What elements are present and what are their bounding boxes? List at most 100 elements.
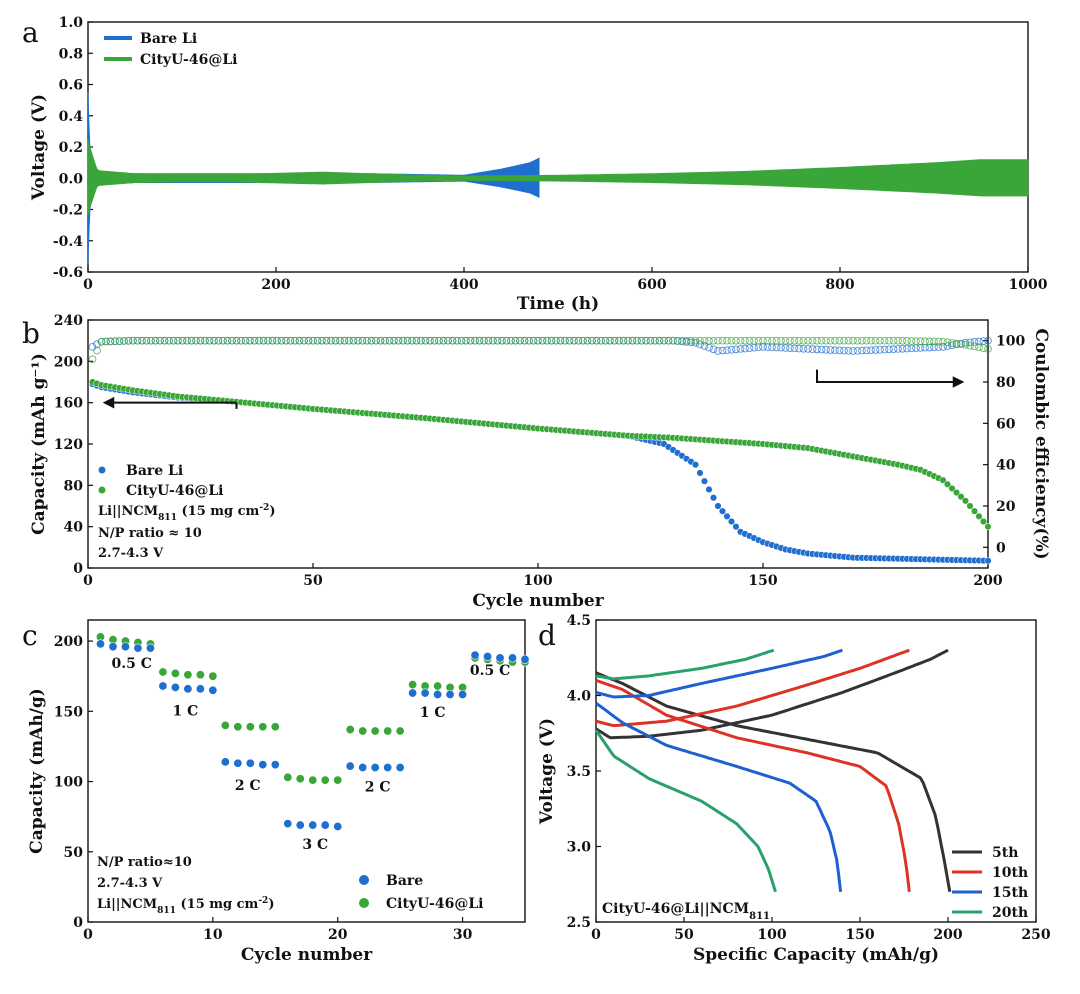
panel-b-x-tick-label: 100: [523, 573, 552, 589]
panel-label-a: a: [22, 16, 39, 49]
panel-b-point-cityu-46-ce: [975, 343, 983, 352]
panel-b-point-cityu-46-ce: [529, 336, 538, 345]
panel-b-point-cityu-46-ce: [754, 336, 763, 345]
panel-b-point-bare-li-ce: [718, 346, 727, 355]
panel-b-point-bare-li-ce: [975, 337, 983, 346]
panel-b-point-bare-li-ce: [903, 344, 911, 353]
panel-c-point-bare: [108, 642, 118, 652]
panel-b-point-cityu-46-ce: [93, 346, 101, 355]
panel-b-point-cityu-46-ce: [790, 336, 799, 345]
panel-c-rate-label: 0.5 C: [470, 663, 510, 679]
panel-b-point-cityu-46-ce: [412, 336, 421, 345]
panel-b-point-cityu-46-ce: [957, 340, 965, 349]
panel-a-legend-label: CityU-46@Li: [140, 52, 237, 68]
panel-b-point-cityu-46-ce: [669, 336, 677, 345]
panel-d-curve-15th-charge: [595, 648, 843, 699]
panel-c-point-bare: [233, 758, 243, 768]
panel-c-annotation-part: 811: [157, 906, 176, 916]
panel-b-point-cityu-46-ce: [691, 336, 700, 345]
panel-b-point-cityu-46-ce: [480, 336, 488, 345]
panel-b-point-cityu-46-ce: [655, 336, 664, 345]
panel-b-point-cityu-46-ce: [169, 336, 178, 345]
panel-b-point-cityu-46-ce: [714, 336, 722, 345]
panel-c-annotation-part: Li||NCM: [97, 897, 157, 912]
panel-b-point-cityu-46-ce: [597, 336, 605, 345]
panel-b-point-cityu-46-ce: [448, 336, 457, 345]
panel-b-point-cityu-46-ce: [606, 336, 614, 345]
panel-d-curve-20th-discharge: [594, 729, 777, 893]
panel-b-point-cityu-46-capacity: [966, 502, 974, 510]
panel-b-point-cityu-46-ce: [979, 344, 988, 352]
panel-b-point-cityu-46-ce: [313, 336, 322, 345]
panel-b-plot-frame: [87, 319, 989, 569]
panel-c-point-bare: [320, 820, 330, 830]
panel-b-point-bare-li-ce: [966, 338, 974, 347]
panel-d-y-tick-label: 3.5: [567, 764, 591, 780]
panel-b-point-cityu-46-ce: [543, 336, 551, 345]
panel-b-point-cityu-46-ce: [939, 337, 947, 346]
panel-a-y-axis-label: Voltage (V): [29, 94, 49, 201]
panel-label-d: d: [538, 619, 556, 652]
panel-b-point-cityu-46-ce: [187, 336, 196, 345]
panel-b-point-cityu-46-ce: [763, 336, 772, 345]
panel-b-point-cityu-46-ce: [318, 336, 326, 345]
panel-b-point-bare-li-ce: [862, 346, 871, 355]
panel-d-curve-5th-charge: [595, 648, 949, 740]
panel-c-y-axis-label: Capacity (mAh/g): [27, 688, 47, 854]
panel-c-point-bare: [383, 762, 393, 772]
panel-c-rate-label: 1 C: [420, 705, 446, 721]
panel-b-point-cityu-46-ce: [151, 336, 160, 345]
panel-b-point-bare-li-ce: [741, 344, 749, 353]
panel-b-point-cityu-46-ce: [345, 336, 353, 345]
panel-b-point-cityu-46-ce: [453, 336, 461, 345]
panel-b-point-bare-li-ce: [871, 346, 880, 354]
panel-b-point-bare-li-ce: [894, 345, 902, 353]
panel-b-point-cityu-46-ce: [147, 336, 155, 345]
panel-b-point-bare-li-ce: [705, 343, 713, 352]
panel-b-point-cityu-46-ce: [552, 336, 560, 345]
panel-c-point-cityu-46: [345, 725, 355, 735]
panel-c-point-bare: [333, 821, 343, 831]
panel-b-point-cityu-46-ce: [439, 336, 448, 345]
panel-b-y-axis-label: Capacity (mAh g⁻¹): [29, 353, 49, 535]
panel-c-rate-label: 3 C: [302, 837, 328, 853]
panel-a-y-tick-label: -0.6: [53, 265, 83, 281]
panel-c-y-tick-label: 100: [54, 775, 83, 791]
panel-b-point-cityu-46-ce: [871, 336, 880, 345]
panel-b-point-bare-li-ce: [930, 343, 938, 352]
panel-b-point-cityu-46-ce: [232, 336, 241, 345]
panel-b-point-cityu-46-ce: [210, 336, 218, 345]
panel-d-curve-10th-discharge: [595, 678, 911, 892]
panel-b-point-bare-li-ce: [691, 338, 700, 347]
panel-c-point-bare: [270, 760, 280, 770]
panel-b-annotation-part: 811: [158, 513, 177, 523]
panel-b-point-cityu-46-ce: [444, 336, 452, 345]
panel-b-point-cityu-46-ce: [772, 336, 781, 345]
panel-c-point-cityu-46: [358, 726, 368, 736]
panel-b-point-bare-li-ce: [898, 344, 907, 353]
panel-b-point-cityu-46-ce: [588, 336, 596, 345]
panel-b-point-cityu-46-ce: [592, 336, 601, 345]
panel-a-y-tick-label: 0.8: [59, 46, 83, 62]
panel-d-y-axis-label: Voltage (V): [537, 718, 557, 825]
panel-b-point-bare-li-ce: [970, 338, 979, 346]
panel-b-point-cityu-46-ce: [817, 336, 826, 345]
panel-b-y2-tick-label: 0: [996, 540, 1006, 556]
panel-b-point-cityu-46-ce: [340, 336, 349, 345]
panel-d-curve-15th-discharge: [595, 701, 843, 892]
panel-b-point-bare-li-ce: [925, 343, 934, 352]
panel-c-legend-label: Bare: [386, 873, 423, 889]
panel-a-y-tick-label: 0.4: [59, 109, 84, 125]
panel-b-point-cityu-46-ce: [903, 337, 911, 345]
panel-b-point-cityu-46-ce: [174, 336, 182, 345]
panel-b-point-cityu-46-ce: [417, 336, 425, 345]
panel-a-x-tick-label: 1000: [1009, 277, 1048, 293]
panel-b-point-bare-li-ce: [826, 346, 835, 354]
panel-b-point-cityu-46-ce: [687, 336, 695, 345]
panel-b-point-cityu-46-ce: [462, 336, 470, 345]
panel-b-point-cityu-46-ce: [286, 336, 295, 345]
panel-b-point-cityu-46-ce: [435, 336, 443, 345]
panel-d-x-axis-label: Specific Capacity (mAh/g): [693, 945, 939, 965]
panel-c-point-bare: [495, 653, 505, 663]
